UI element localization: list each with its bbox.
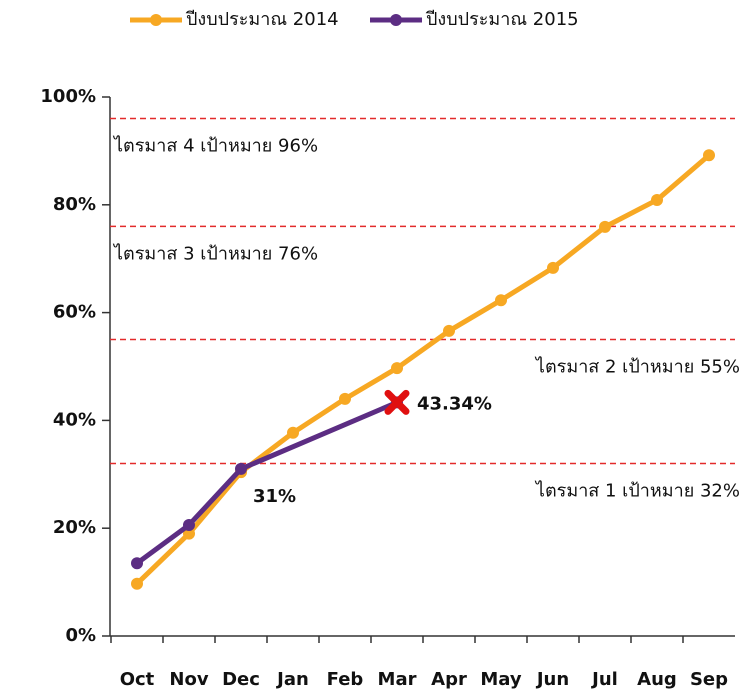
legend-label: ปีงบประมาณ 2015 bbox=[426, 9, 579, 30]
point bbox=[391, 362, 403, 375]
series-line bbox=[135, 153, 711, 586]
value-label: 31% bbox=[253, 486, 296, 507]
legend-marker bbox=[150, 14, 162, 26]
y-tick-label: 40% bbox=[53, 409, 96, 430]
x-tick-label: Feb bbox=[327, 669, 364, 690]
y-tick-label: 80% bbox=[53, 194, 96, 215]
cross-marker bbox=[384, 389, 410, 415]
legend-marker bbox=[390, 14, 402, 26]
y-tick-label: 100% bbox=[40, 86, 96, 107]
y-tick-label: 60% bbox=[53, 302, 96, 323]
x-tick-label: Nov bbox=[169, 669, 208, 690]
x-tick-label: Oct bbox=[120, 669, 155, 690]
point bbox=[183, 518, 195, 531]
reference-label: ไตรมาส 3 เป้าหมาย 76% bbox=[112, 242, 318, 264]
x-tick-label: Sep bbox=[690, 669, 728, 690]
point bbox=[183, 527, 195, 540]
point bbox=[235, 462, 247, 475]
x-tick-label: Aug bbox=[637, 669, 677, 690]
series-line bbox=[135, 400, 398, 566]
reference-label: ไตรมาส 1 เป้าหมาย 32% bbox=[534, 480, 740, 502]
x-tick-label: Mar bbox=[378, 669, 417, 690]
point bbox=[339, 392, 351, 405]
point bbox=[651, 193, 663, 206]
x-tick-label: May bbox=[480, 669, 522, 690]
x-tick-label: Dec bbox=[222, 669, 260, 690]
y-tick-label: 20% bbox=[53, 517, 96, 538]
point bbox=[131, 557, 143, 570]
x-tick-label: Jul bbox=[590, 669, 618, 690]
legend-label: ปีงบประมาณ 2014 bbox=[186, 9, 339, 30]
point bbox=[547, 261, 559, 274]
point bbox=[599, 220, 611, 233]
x-tick-label: Jun bbox=[535, 669, 569, 690]
reference-label: ไตรมาส 2 เป้าหมาย 55% bbox=[534, 356, 740, 378]
y-tick-label: 0% bbox=[65, 625, 96, 646]
value-label: 43.34% bbox=[417, 393, 492, 414]
point bbox=[495, 294, 507, 307]
reference-label: ไตรมาส 4 เป้าหมาย 96% bbox=[112, 135, 318, 157]
point bbox=[287, 426, 299, 439]
point bbox=[131, 577, 143, 590]
point bbox=[703, 149, 715, 162]
x-tick-label: Apr bbox=[431, 669, 467, 690]
point bbox=[443, 324, 455, 337]
x-tick-label: Jan bbox=[275, 669, 309, 690]
